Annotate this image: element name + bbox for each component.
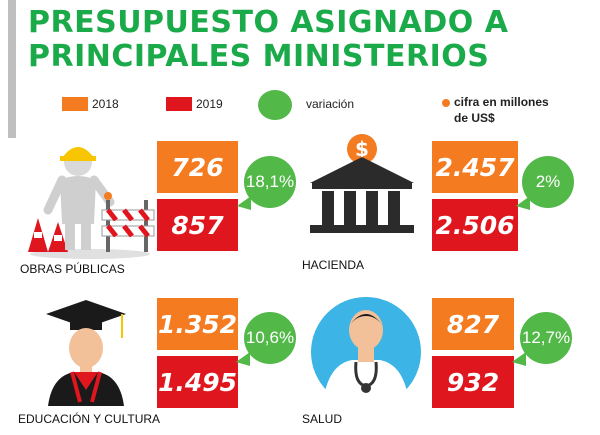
ministry-name-obras-publicas: OBRAS PÚBLICAS bbox=[20, 262, 125, 276]
variation-bubble-hacienda: 2% bbox=[522, 156, 574, 208]
title-line-1: PRESUPUESTO ASIGNADO A bbox=[28, 5, 509, 40]
value-2018-salud: 827 bbox=[432, 298, 514, 350]
value-2019-hacienda: 2.506 bbox=[432, 199, 518, 251]
graduate-illustration bbox=[46, 300, 126, 406]
worker-illustration bbox=[28, 147, 155, 259]
title-line-2: PRINCIPALES MINISTERIOS bbox=[28, 39, 490, 74]
doctor-illustration bbox=[311, 297, 421, 408]
ministry-name-hacienda: HACIENDA bbox=[302, 258, 365, 272]
legend-unit-label: cifra en millones de US$ bbox=[454, 95, 549, 125]
ministry-name-educacion-y-cultura: EDUCACIÓN Y CULTURA bbox=[18, 412, 161, 426]
legend-2019-swatch bbox=[166, 97, 192, 111]
value-2019-salud: 932 bbox=[432, 356, 514, 408]
variation-bubble-salud: 12,7% bbox=[520, 312, 572, 364]
variation-bubble-obras-publicas: 18,1% bbox=[244, 156, 296, 208]
value-2018-hacienda: 2.457 bbox=[432, 141, 518, 193]
bubble-tail-obras-publicas bbox=[237, 196, 251, 210]
value-2019-educacion-y-cultura: 1.495 bbox=[157, 356, 238, 408]
legend-variation-label: variación bbox=[306, 97, 355, 111]
variation-bubble-educacion-y-cultura: 10,6% bbox=[244, 312, 296, 364]
legend-2018-label: 2018 bbox=[92, 97, 119, 111]
value-2018-obras-publicas: 726 bbox=[157, 141, 238, 193]
bubble-tail-educacion-y-cultura bbox=[236, 352, 250, 366]
ministry-name-salud: SALUD bbox=[302, 412, 343, 426]
value-2019-obras-publicas: 857 bbox=[157, 199, 238, 251]
legend-variation-swatch bbox=[258, 90, 292, 120]
legend-unit-dot bbox=[442, 99, 450, 107]
value-2018-educacion-y-cultura: 1.352 bbox=[157, 298, 238, 350]
legend-2018-swatch bbox=[62, 97, 88, 111]
svg-text:$: $ bbox=[355, 137, 369, 161]
legend-2019-label: 2019 bbox=[196, 97, 223, 111]
bubble-tail-salud bbox=[512, 352, 526, 366]
bubble-tail-hacienda bbox=[516, 196, 530, 210]
bank-building-icon: $ bbox=[310, 134, 414, 233]
title-accent-bar bbox=[8, 0, 16, 138]
